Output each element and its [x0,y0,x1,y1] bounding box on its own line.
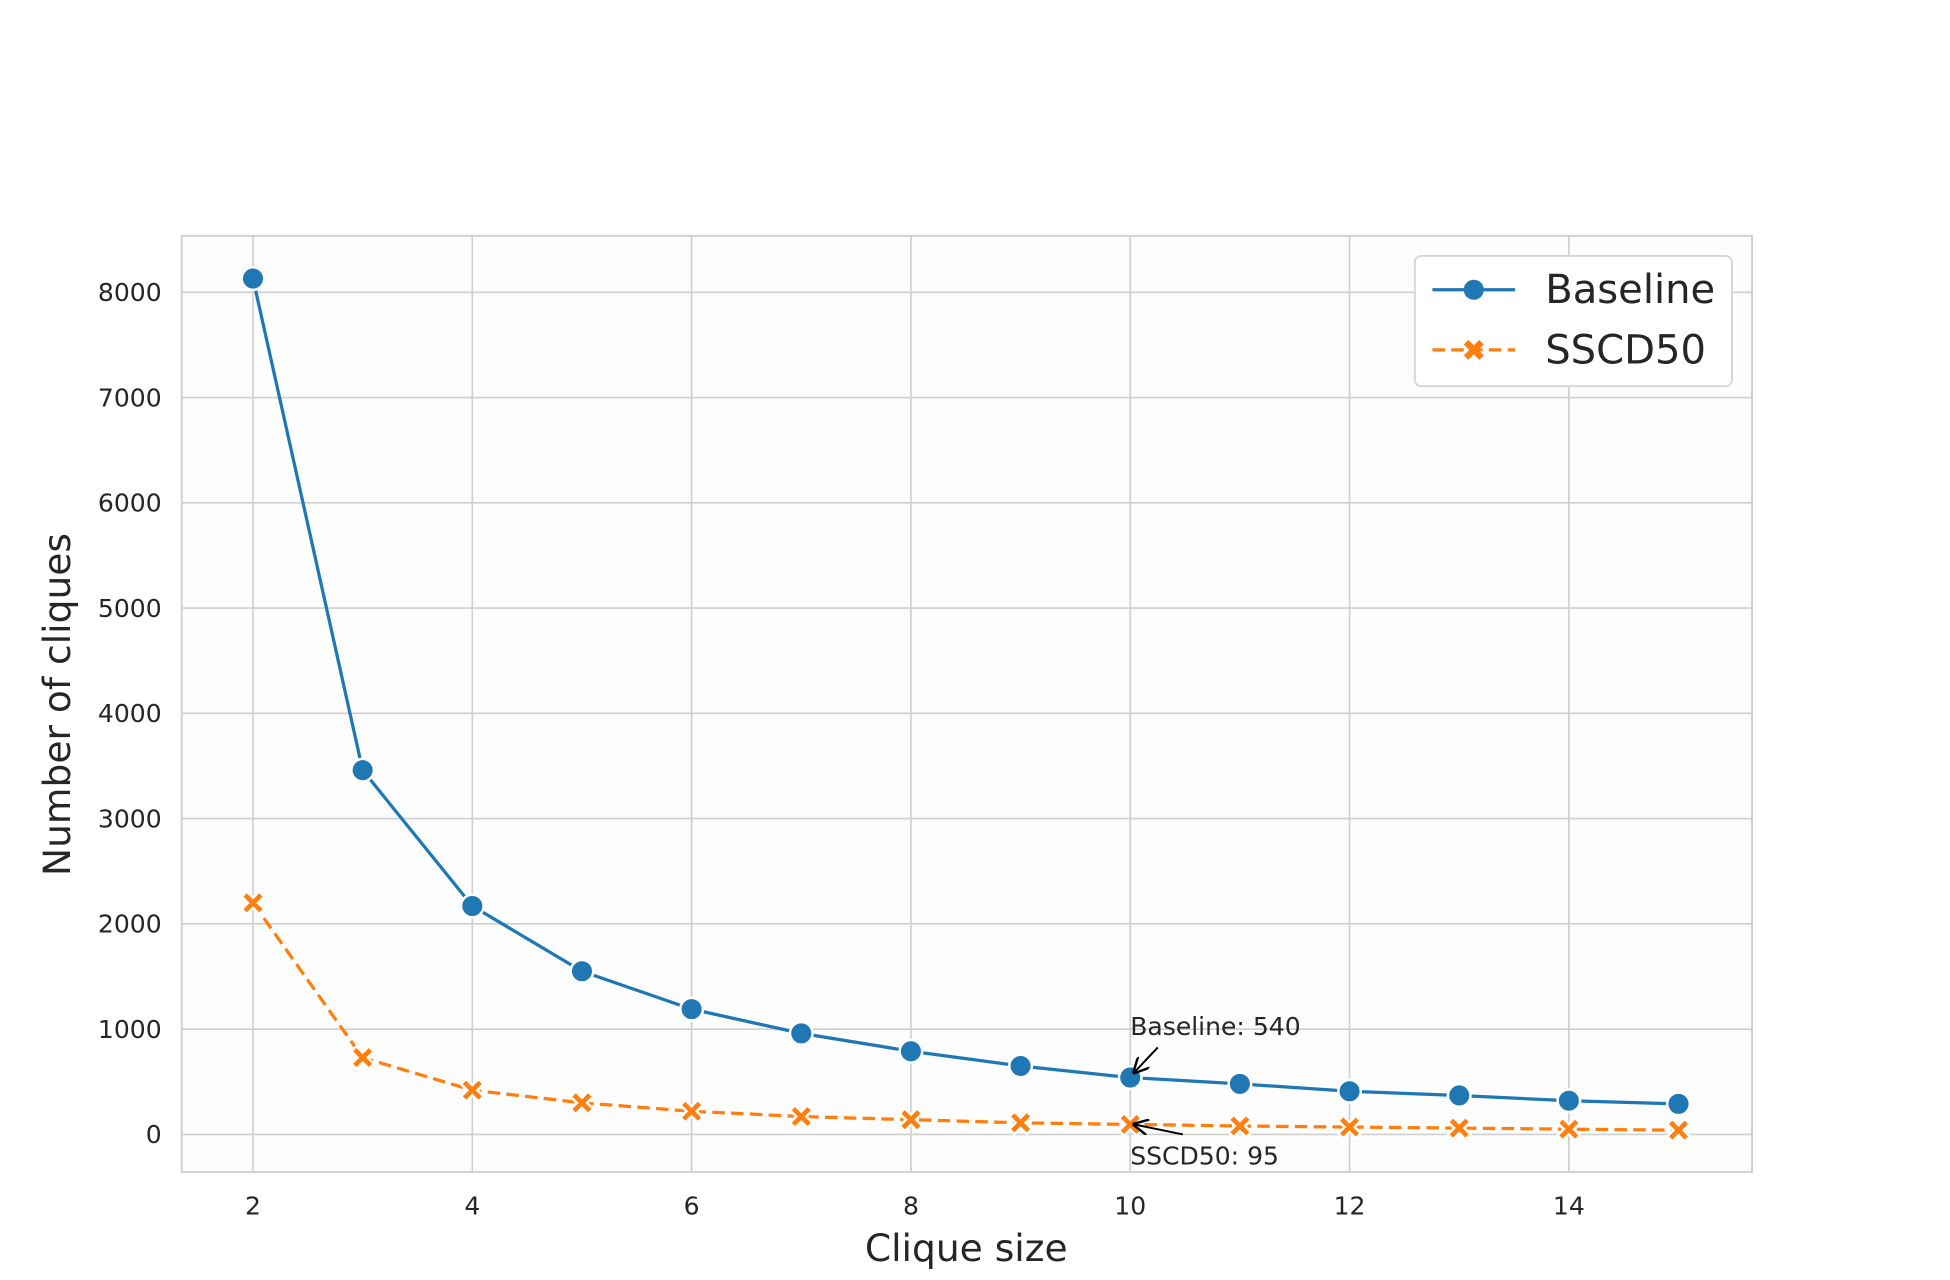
marker [1555,1116,1582,1143]
x-tick-label: 2 [245,1192,261,1221]
series-line [251,278,1679,1106]
marker [1665,1091,1692,1117]
marker [1336,1113,1363,1141]
marker [898,1038,924,1064]
marker [459,893,485,919]
series-line [251,901,1679,1132]
y-tick-label: 0 [146,1120,162,1149]
marker [1446,1115,1473,1142]
x-tick-label: 6 [684,1192,700,1221]
x-tick-label: 8 [903,1192,919,1221]
y-tick-label: 4000 [98,699,162,728]
legend-label: SSCD50 [1545,327,1706,373]
y-tick-label: 6000 [98,489,162,518]
annotation: SSCD50: 95 [1130,1142,1279,1171]
annotation-arrow [1134,1124,1184,1136]
axes-frame [180,234,1753,1173]
y-axis-label: Number of cliques [35,533,79,876]
legend-label: Baseline [1545,267,1715,313]
marker [1117,1065,1143,1091]
y-tick-label: 2000 [98,910,162,939]
marker [350,757,376,783]
marker [1446,1082,1472,1108]
y-tick-label: 8000 [98,278,162,307]
marker [788,1103,815,1130]
x-tick-label: 14 [1553,1192,1585,1221]
legend: Baseline SSCD50 [1413,254,1733,388]
marker [1665,1117,1692,1144]
marker [897,1106,924,1133]
marker [1008,1053,1034,1079]
legend-marker [1463,279,1484,300]
x-tick-label: 12 [1334,1192,1366,1221]
y-tick-label: 3000 [98,804,162,833]
marker [349,1044,376,1071]
marker [1556,1088,1582,1114]
y-tick-label: 5000 [98,594,162,623]
x-tick-label: 10 [1114,1192,1146,1221]
marker [459,1077,486,1104]
marker [1226,1112,1253,1140]
marker [678,1098,705,1125]
legend-marker [1463,339,1484,360]
x-axis-label: Clique size [865,1226,1068,1270]
marker [240,266,266,292]
annotation: Baseline: 540 [1130,1012,1300,1041]
x-tick-label: 4 [464,1192,480,1221]
y-tick-label: 7000 [98,383,162,412]
marker [1227,1071,1253,1097]
marker [239,889,267,916]
marker [679,996,705,1022]
marker [1007,1109,1034,1136]
marker [1337,1078,1363,1104]
marker [788,1020,814,1046]
annotation-arrow [1134,1046,1159,1072]
y-tick-label: 1000 [98,1015,162,1044]
plot-area [181,235,1752,1172]
marker [568,1089,596,1116]
marker [569,958,595,984]
